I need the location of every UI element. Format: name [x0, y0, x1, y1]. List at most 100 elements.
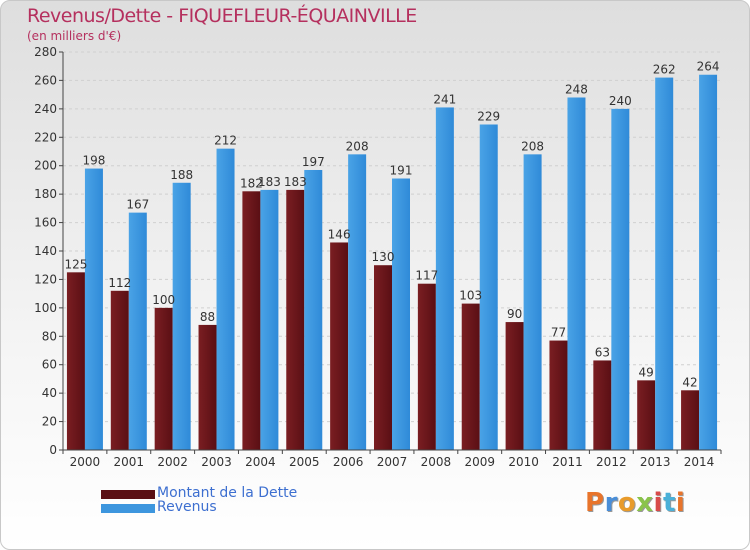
data-label-revenus: 262 [653, 63, 676, 77]
x-tick-label: 2005 [289, 455, 320, 469]
data-label-dette: 125 [64, 257, 87, 271]
logo-letter: i [675, 488, 686, 518]
x-tick-label: 2003 [201, 455, 232, 469]
y-tick-label: 240 [34, 102, 57, 116]
bar-revenus [84, 168, 103, 451]
y-tick-label: 60 [42, 358, 57, 372]
bar-revenus [348, 154, 367, 451]
bar-dette [66, 272, 85, 450]
data-label-revenus: 248 [565, 82, 588, 96]
data-label-revenus: 264 [697, 60, 720, 74]
y-tick-label: 160 [34, 216, 57, 230]
y-tick-label: 120 [34, 272, 57, 286]
data-label-dette: 182 [240, 176, 263, 190]
x-tick-label: 2010 [508, 455, 539, 469]
data-label-revenus: 240 [609, 94, 632, 108]
data-label-revenus: 241 [433, 92, 456, 106]
data-label-revenus: 208 [521, 139, 544, 153]
data-label-dette: 130 [372, 250, 395, 264]
x-tick-label: 2009 [464, 455, 495, 469]
y-tick-label: 80 [42, 329, 57, 343]
bar-revenus [479, 124, 498, 450]
data-label-dette: 88 [200, 310, 215, 324]
bar-dette [461, 303, 480, 450]
data-label-dette: 183 [284, 175, 307, 189]
x-tick-label: 2011 [552, 455, 583, 469]
bar-revenus [567, 97, 586, 450]
legend-swatch-revenus [101, 504, 155, 513]
legend-label-dette: Montant de la Dette [157, 485, 298, 501]
logo-letter: t [662, 488, 676, 518]
bar-dette [593, 360, 612, 450]
data-label-dette: 63 [595, 345, 610, 359]
x-tick-label: 2000 [70, 455, 101, 469]
data-label-revenus: 198 [82, 154, 105, 168]
y-tick-label: 260 [34, 73, 57, 87]
bar-dette [374, 265, 392, 450]
data-label-revenus: 229 [477, 109, 500, 123]
y-tick-label: 280 [34, 45, 57, 59]
bar-dette [198, 324, 217, 450]
bar-revenus [655, 77, 674, 450]
y-tick-label: 0 [49, 443, 57, 457]
bar-revenus [523, 154, 542, 451]
bar-revenus [611, 108, 630, 450]
data-label-dette: 103 [459, 289, 482, 303]
data-label-revenus: 167 [126, 198, 149, 212]
bar-dette [417, 283, 436, 450]
data-label-dette: 146 [328, 227, 351, 241]
data-label-revenus: 188 [170, 168, 193, 182]
data-label-dette: 42 [682, 375, 697, 389]
bar-revenus [699, 74, 718, 450]
data-label-revenus: 197 [302, 155, 325, 169]
x-tick-label: 2004 [245, 455, 276, 469]
data-label-dette: 90 [507, 307, 522, 321]
bar-dette [549, 340, 568, 450]
bar-revenus [304, 169, 323, 450]
y-tick-label: 100 [34, 301, 57, 315]
bar-dette [154, 307, 173, 450]
x-tick-label: 2014 [684, 455, 715, 469]
bar-dette [242, 191, 261, 451]
data-label-revenus: 191 [390, 164, 413, 178]
data-label-revenus: 212 [214, 134, 237, 148]
bar-revenus [435, 107, 454, 450]
x-tick-label: 2006 [333, 455, 364, 469]
data-label-dette: 100 [152, 293, 175, 307]
x-tick-label: 2013 [640, 455, 671, 469]
y-tick-label: 200 [34, 159, 57, 173]
data-label-dette: 112 [108, 276, 131, 290]
x-tick-label: 2012 [596, 455, 627, 469]
bar-revenus [172, 182, 191, 450]
y-tick-label: 180 [34, 187, 57, 201]
y-tick-label: 140 [34, 244, 57, 258]
bar-dette [110, 290, 129, 450]
bar-dette [637, 380, 656, 450]
axes: 0 20 40 60 80 100 120 140 160 180 200 220 240 260 280 2… [34, 45, 722, 469]
x-tick-label: 2008 [421, 455, 452, 469]
logo-letter: x [636, 488, 654, 518]
chart-title: Revenus/Dette - FIQUEFLEUR-ÉQUAINVILLE [27, 5, 417, 27]
chart-subtitle: (en milliers d'€) [27, 29, 122, 43]
logo-letter: P [585, 488, 605, 518]
y-tick-label: 20 [42, 415, 57, 429]
logo-letter: i [653, 488, 663, 518]
bar-dette [330, 242, 349, 450]
data-label-revenus: 208 [346, 139, 369, 153]
x-tick-label: 2002 [157, 455, 188, 469]
data-label-dette: 77 [551, 326, 566, 340]
data-label-revenus: 183 [258, 175, 281, 189]
legend-label-revenus: Revenus [157, 499, 217, 515]
x-tick-label: 2007 [377, 455, 408, 469]
bar-revenus [392, 178, 410, 450]
bar-dette [286, 189, 305, 450]
logo-letter: r [604, 488, 618, 518]
bar-revenus [128, 212, 147, 450]
data-label-dette: 49 [639, 365, 654, 379]
logo-letter: o [617, 488, 637, 518]
bar-dette [681, 390, 700, 450]
